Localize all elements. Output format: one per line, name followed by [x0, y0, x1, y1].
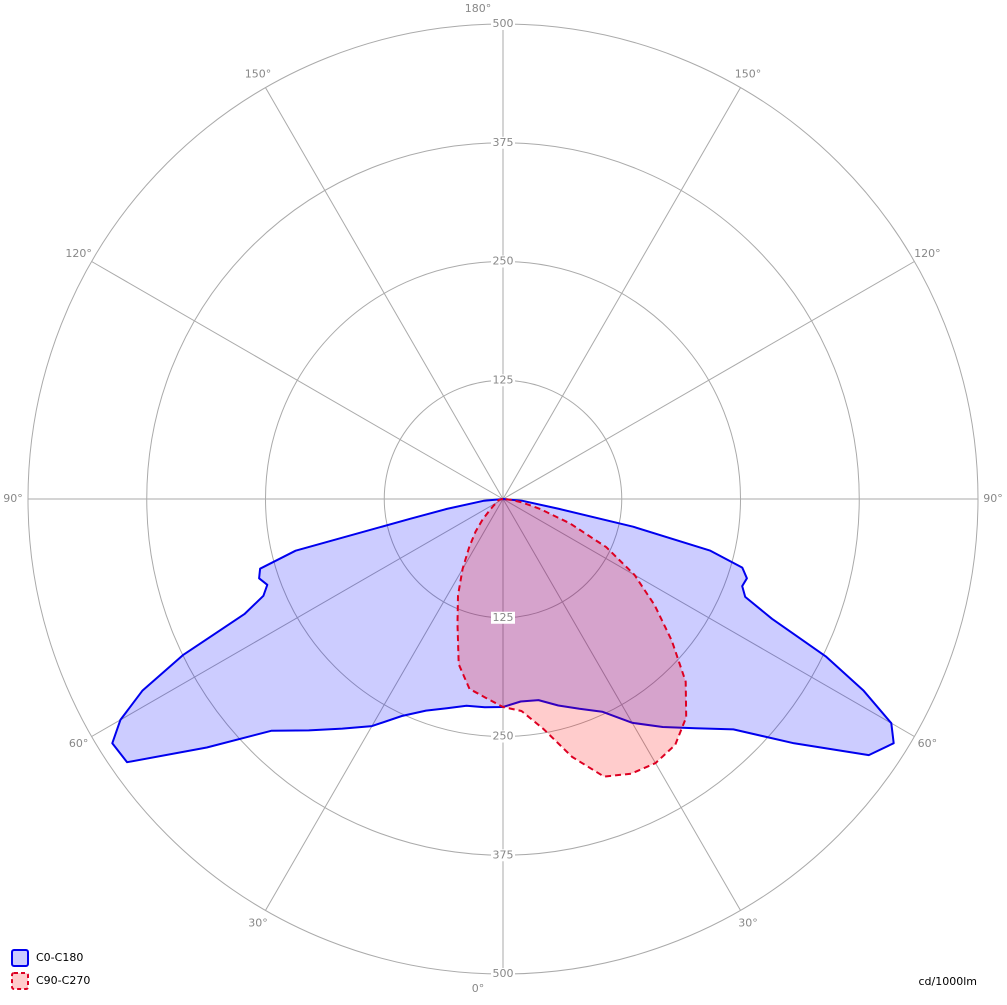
angle-label: 30°	[738, 916, 758, 929]
plot-area	[111, 498, 895, 778]
legend-label: C90-C270	[36, 974, 90, 987]
r-tick-label: 375	[493, 136, 514, 149]
unit-label: cd/1000lm	[918, 975, 977, 988]
label-bg	[491, 136, 515, 149]
grid-spoke	[502, 498, 915, 737]
legend-swatch	[11, 949, 29, 967]
grid-spoke	[502, 261, 915, 500]
legend-swatch	[11, 972, 29, 990]
angle-label: 150°	[735, 68, 762, 81]
r-tick-label: 250	[493, 730, 514, 743]
r-tick-label: 375	[493, 848, 514, 861]
angle-label: 120°	[914, 247, 941, 260]
legend-label: C0-C180	[36, 951, 83, 964]
angle-label: 60°	[69, 737, 89, 750]
angle-label: 90°	[3, 492, 23, 505]
series-area	[456, 498, 688, 778]
r-tick-label: 125	[493, 611, 514, 624]
grid-spoke	[502, 87, 741, 500]
angle-label: 30°	[248, 916, 268, 929]
label-bg	[491, 255, 515, 268]
angle-label: 90°	[983, 492, 1003, 505]
angle-label: 120°	[65, 247, 92, 260]
angle-label: 0°	[472, 982, 485, 995]
grid-spoke	[502, 498, 741, 911]
r-tick-label: 500	[493, 17, 514, 30]
grid-spoke	[91, 498, 504, 737]
label-bg	[491, 374, 515, 387]
r-tick-label: 500	[493, 967, 514, 980]
angle-label: 60°	[918, 737, 938, 750]
label-bg	[491, 611, 515, 624]
label-bg	[491, 18, 515, 30]
label-bg	[491, 968, 515, 980]
axis-labels: 125 125 250 250 375 375 500 500 0° 30° 30° 60° 60° 90…	[3, 2, 1003, 995]
grid-spoke	[265, 87, 504, 500]
grid-spoke	[91, 261, 504, 500]
r-tick-label: 125	[493, 373, 514, 386]
label-bg	[491, 849, 515, 862]
r-tick-label: 250	[493, 255, 514, 268]
angle-label: 180°	[465, 2, 492, 15]
angle-label: 150°	[245, 68, 272, 81]
label-bg	[491, 730, 515, 743]
